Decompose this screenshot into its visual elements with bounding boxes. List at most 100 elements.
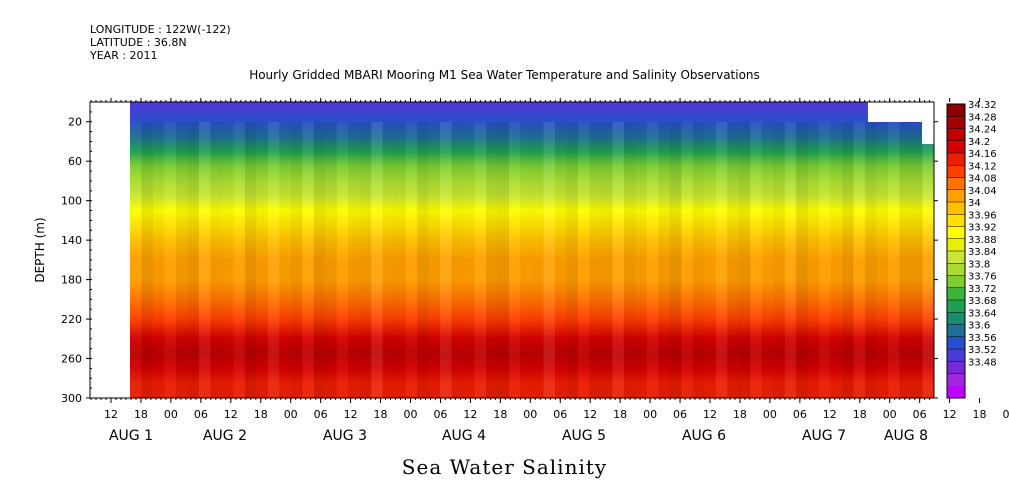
- colorbar-label: 33.96: [968, 210, 997, 221]
- y-tick-label: 60: [68, 155, 82, 168]
- variability-band: [348, 122, 360, 398]
- variability-band: [646, 122, 659, 398]
- x-tick-label: 06: [194, 408, 208, 421]
- variability-band: [842, 122, 854, 398]
- variability-band: [555, 122, 567, 398]
- x-tick-label: 06: [433, 408, 447, 421]
- variability-band: [762, 122, 774, 398]
- variability-band: [463, 122, 475, 398]
- variability-band: [256, 122, 268, 398]
- x-tick-label: 00: [404, 408, 418, 421]
- variability-band: [819, 122, 831, 398]
- longitude-label: LONGITUDE : 122W(-122): [90, 23, 231, 36]
- year-label: YEAR : 2011: [90, 49, 158, 62]
- y-tick-label: 180: [61, 274, 82, 287]
- x-tick-label: 18: [254, 408, 268, 421]
- x-tick-label: 06: [913, 408, 927, 421]
- variability-band: [750, 122, 762, 398]
- missing-data-area: [868, 102, 934, 122]
- variability-band: [175, 122, 188, 398]
- colorbar-swatch: [947, 177, 965, 191]
- day-label: AUG 7: [802, 428, 846, 444]
- variability-band: [911, 122, 923, 398]
- colorbar-swatch: [947, 165, 965, 178]
- variability-band: [187, 122, 199, 398]
- variability-band: [578, 122, 590, 398]
- y-tick-label: 20: [68, 116, 82, 129]
- colorbar-label: 33.68: [968, 296, 997, 307]
- x-tick-label: 00: [164, 408, 178, 421]
- colorbar-swatch: [947, 226, 965, 240]
- missing-data-area: [922, 122, 934, 144]
- variability-band: [669, 122, 682, 398]
- y-tick-label: 100: [61, 195, 82, 208]
- latitude-label: LATITUDE : 36.8N: [90, 36, 187, 49]
- colorbar-label: 33.92: [968, 223, 997, 234]
- colorbar-label: 34.2: [968, 137, 990, 148]
- variability-band: [543, 122, 555, 398]
- colorbar-swatch: [947, 361, 965, 374]
- x-tick-label: 18: [493, 408, 507, 421]
- colorbar-swatch: [947, 202, 965, 215]
- variability-band: [784, 122, 797, 398]
- day-label: AUG 2: [203, 428, 247, 444]
- colorbar-label: 33.56: [968, 333, 997, 344]
- variability-band: [635, 122, 647, 398]
- x-tick-label: 12: [344, 408, 358, 421]
- variability-band: [865, 122, 877, 398]
- variability-band: [302, 122, 314, 398]
- variability-band: [371, 122, 383, 398]
- colorbar-swatch: [947, 214, 965, 227]
- day-label: AUG 4: [442, 428, 486, 444]
- variability-band: [440, 122, 452, 398]
- x-tick-label: 18: [374, 408, 388, 421]
- x-tick-label: 06: [673, 408, 687, 421]
- y-tick-label: 140: [61, 234, 82, 247]
- colorbar-swatch: [947, 153, 965, 166]
- x-tick-label: 06: [553, 408, 567, 421]
- variability-band: [233, 122, 245, 398]
- variability-band: [509, 122, 521, 398]
- variability-band: [359, 122, 372, 398]
- x-tick-label: 12: [703, 408, 717, 421]
- x-tick-label: 12: [224, 408, 238, 421]
- day-label: AUG 8: [884, 428, 928, 444]
- colorbar-swatch: [947, 104, 965, 117]
- variability-band: [141, 122, 153, 398]
- y-tick-label: 300: [61, 392, 82, 405]
- heatmap-plot: [130, 102, 934, 398]
- variability-band: [451, 122, 464, 398]
- x-tick-label: 18: [853, 408, 867, 421]
- variability-band: [589, 122, 601, 398]
- colorbar-label: 33.52: [968, 345, 997, 356]
- variability-band: [681, 122, 693, 398]
- colorbar-swatch: [947, 373, 965, 387]
- x-tick-label: 18: [613, 408, 627, 421]
- variability-band: [244, 122, 257, 398]
- day-label: AUG 5: [562, 428, 606, 444]
- colorbar-label: 33.6: [968, 321, 990, 332]
- colorbar-label: 34.12: [968, 161, 997, 172]
- variability-band: [853, 122, 866, 398]
- colorbar-swatch: [947, 312, 965, 325]
- x-tick-label: 12: [463, 408, 477, 421]
- colorbar-swatch: [947, 251, 965, 264]
- x-tick-label: 00: [763, 408, 777, 421]
- x-tick-label: 00: [284, 408, 298, 421]
- variability-band: [222, 122, 234, 398]
- metadata-block: LONGITUDE : 122W(-122) LATITUDE : 36.8N …: [90, 23, 231, 62]
- day-label: AUG 6: [682, 428, 726, 444]
- variability-band: [198, 122, 211, 398]
- colorbar-label: 34.16: [968, 149, 997, 160]
- variability-band: [566, 122, 578, 398]
- colorbar-swatch: [947, 128, 965, 142]
- variability-band: [313, 122, 326, 398]
- x-tick-label: 18: [733, 408, 747, 421]
- x-tick-label: 06: [793, 408, 807, 421]
- variability-band: [704, 122, 716, 398]
- day-label: AUG 3: [323, 428, 367, 444]
- y-tick-label: 220: [61, 313, 82, 326]
- x-tick-label: 06: [314, 408, 328, 421]
- variability-band: [521, 122, 533, 398]
